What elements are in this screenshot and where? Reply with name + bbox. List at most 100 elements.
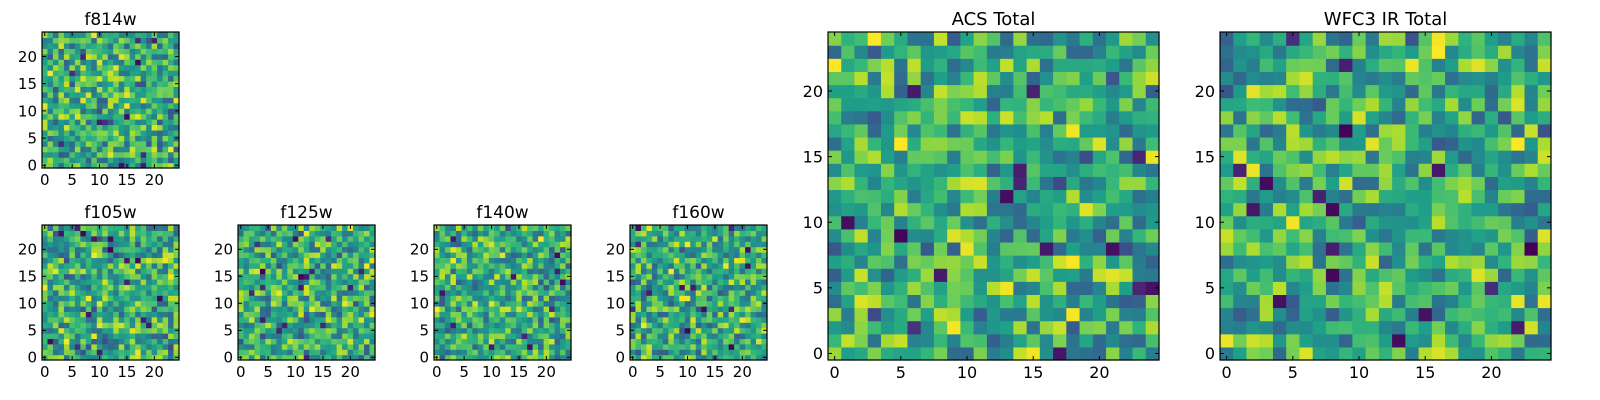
- heatmap-cell: [243, 354, 250, 361]
- heatmap-cell: [63, 75, 70, 82]
- heatmap-cell: [96, 97, 103, 104]
- heatmap-cell: [1405, 346, 1420, 361]
- heatmap-cell: [734, 343, 741, 350]
- heatmap-cell: [1145, 346, 1160, 361]
- heatmap-cell: [135, 300, 142, 307]
- heatmap-cell: [243, 289, 250, 296]
- heatmap-cell: [1365, 163, 1380, 177]
- heatmap-cell: [162, 75, 169, 82]
- heatmap-cell: [538, 289, 545, 296]
- heatmap-cell: [369, 257, 376, 264]
- heatmap-cell: [151, 124, 158, 131]
- heatmap-cell: [80, 108, 87, 115]
- heatmap-cell: [85, 338, 92, 345]
- heatmap-cell: [1106, 123, 1120, 138]
- heatmap-cell: [477, 230, 484, 237]
- heatmap-cell: [554, 284, 561, 291]
- heatmap-cell: [107, 80, 114, 87]
- heatmap-cell: [439, 354, 446, 361]
- heatmap-cell: [369, 338, 376, 345]
- heatmap-cell: [1458, 32, 1473, 46]
- heatmap-cell: [712, 338, 719, 345]
- heatmap-cell: [651, 252, 658, 258]
- heatmap-cell: [140, 295, 147, 302]
- heatmap-cell: [47, 113, 54, 120]
- heatmap-cell: [1445, 268, 1459, 282]
- heatmap-cell: [118, 37, 125, 44]
- heatmap-cell: [1000, 110, 1014, 125]
- heatmap-cell: [102, 246, 109, 253]
- heatmap-cell: [135, 262, 142, 269]
- heatmap-cell: [1132, 281, 1147, 295]
- heatmap-cell: [560, 306, 567, 312]
- heatmap-cell: [58, 279, 65, 285]
- heatmap-cell: [85, 257, 92, 264]
- heatmap-cell: [124, 235, 131, 242]
- heatmap-cell: [960, 255, 975, 269]
- heatmap-cell: [646, 284, 653, 291]
- heatmap-cell: [118, 300, 125, 307]
- heatmap-cell: [1132, 176, 1147, 191]
- heatmap-cell: [52, 135, 60, 142]
- heatmap-cell: [342, 322, 349, 329]
- heatmap-cell: [135, 268, 142, 275]
- heatmap-cell: [96, 113, 103, 120]
- heatmap-cell: [52, 80, 60, 87]
- heatmap-cell: [331, 230, 338, 237]
- heatmap-cell: [761, 230, 768, 237]
- heatmap-cell: [52, 343, 60, 350]
- heatmap-cell: [728, 235, 735, 242]
- heatmap-cell: [135, 146, 142, 153]
- heatmap-cell: [1339, 58, 1353, 72]
- heatmap-cell: [439, 327, 446, 334]
- heatmap-cell: [146, 333, 153, 339]
- heatmap-cell: [1537, 268, 1552, 282]
- heatmap-cell: [933, 45, 948, 59]
- heatmap-cell: [140, 284, 147, 291]
- heatmap-cell: [369, 252, 376, 258]
- heatmap-cell: [538, 338, 545, 345]
- heatmap-cell: [947, 215, 961, 230]
- heatmap-cell: [841, 346, 856, 361]
- heatmap-cell: [461, 273, 468, 280]
- heatmap-cell: [706, 338, 713, 345]
- heatmap-cell: [248, 316, 256, 323]
- heatmap-cell: [761, 252, 768, 258]
- heatmap-cell: [1418, 202, 1433, 217]
- heatmap-cell: [270, 262, 277, 269]
- heatmap-cell: [52, 279, 60, 285]
- heatmap-cell: [1537, 123, 1552, 138]
- heatmap-cell: [1484, 241, 1499, 256]
- heatmap-cell: [1013, 202, 1028, 217]
- heatmap-cell: [657, 311, 664, 318]
- heatmap-cell: [1145, 150, 1160, 164]
- heatmap-cell: [320, 295, 327, 302]
- heatmap-cell: [695, 295, 702, 302]
- heatmap-cell: [157, 235, 164, 242]
- heatmap-cell: [1339, 320, 1353, 335]
- y-tick-label: 15: [606, 268, 625, 286]
- heatmap-cell: [146, 70, 153, 77]
- heatmap-cell: [358, 235, 365, 242]
- heatmap-cell: [259, 300, 266, 307]
- heatmap-cell: [1365, 307, 1380, 322]
- heatmap-cell: [52, 157, 60, 164]
- heatmap-cell: [58, 91, 65, 98]
- heatmap-cell: [42, 289, 49, 296]
- heatmap-cell: [1000, 268, 1014, 282]
- heatmap-cell: [118, 322, 125, 329]
- heatmap-cell: [933, 241, 948, 256]
- heatmap-cell: [1484, 32, 1499, 46]
- heatmap-cell: [1511, 136, 1526, 151]
- heatmap-cell: [750, 268, 757, 275]
- heatmap-cell: [63, 97, 70, 104]
- heatmap-cell: [146, 48, 153, 55]
- heatmap-cell: [52, 252, 60, 258]
- heatmap-cell: [96, 146, 103, 153]
- heatmap-cell: [107, 102, 114, 109]
- heatmap-cell: [52, 306, 60, 312]
- heatmap-cell: [118, 349, 125, 356]
- heatmap-cell: [107, 246, 114, 253]
- heatmap-cell: [1471, 294, 1486, 309]
- heatmap-cell: [673, 354, 680, 361]
